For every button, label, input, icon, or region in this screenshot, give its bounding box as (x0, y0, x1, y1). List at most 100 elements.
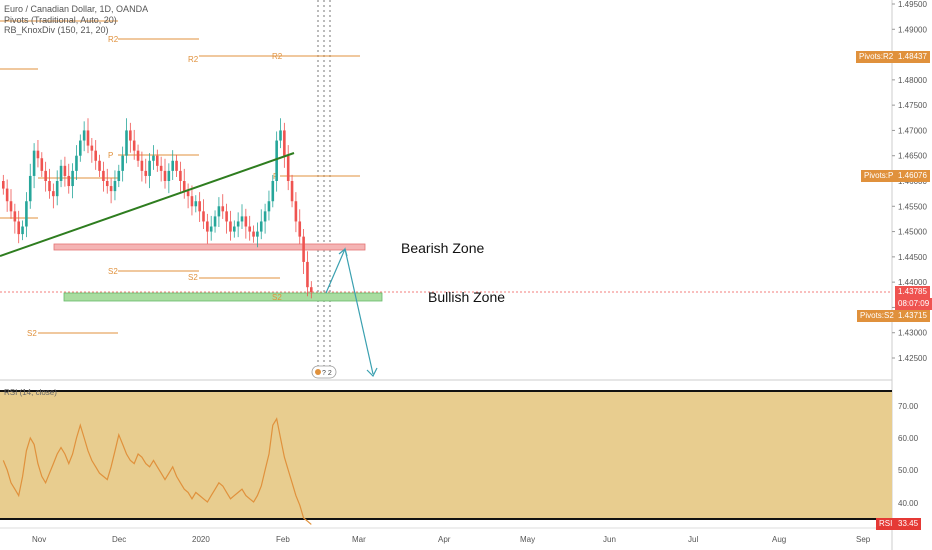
rsi-line (2, 417, 312, 525)
candle-body (263, 211, 267, 222)
candle-body (25, 201, 28, 227)
bearish-zone-rect (53, 243, 366, 251)
x-tick: Sep (856, 535, 871, 544)
candle-body (182, 181, 186, 192)
candle-body (113, 181, 117, 192)
event-marker[interactable]: ? 2 (311, 365, 337, 379)
countdown-badge: 08:07:09 (895, 298, 932, 310)
candle-body (236, 221, 240, 227)
candle-body (9, 201, 13, 212)
candle-body (259, 221, 263, 232)
y-tick: 1.49500 (898, 0, 927, 9)
rsi-pane-bg (0, 391, 892, 519)
candle-body (310, 287, 313, 293)
candle-body (244, 216, 248, 227)
candle-body (82, 130, 86, 141)
y-tick: 1.47000 (898, 126, 927, 135)
candle-body (105, 181, 109, 187)
y-tick: 1.48000 (898, 76, 927, 85)
y-tick: 1.45500 (898, 202, 927, 211)
pivot-label: R2 (188, 55, 199, 64)
pivot-s2-badge: Pivots:S2 (857, 310, 897, 322)
candle-body (279, 130, 282, 141)
time-axis-ticks: Nov Dec 2020 Feb Mar Apr May Jun Jul Aug… (32, 535, 871, 544)
bullish-zone-label: Bullish Zone (428, 289, 506, 305)
x-tick: Mar (352, 535, 366, 544)
candle-body (102, 170, 105, 181)
y-tick: 1.43000 (898, 329, 927, 338)
badge-label: Pivots:R2 (859, 52, 894, 61)
pivot-s2-value: 1.43715 (895, 310, 930, 322)
pivot-r2-badge: Pivots:R2 (856, 51, 897, 63)
candle-body (152, 155, 155, 161)
candle-body (136, 150, 140, 161)
candle-body (55, 181, 59, 197)
candle-body (248, 226, 251, 232)
x-tick: May (520, 535, 535, 544)
candle-body (48, 181, 51, 192)
candle-body (271, 181, 275, 202)
candle-body (256, 231, 259, 237)
candle-body (225, 211, 228, 222)
y-tick: 1.47500 (898, 101, 927, 110)
candle-body (67, 175, 71, 187)
candle-body (163, 170, 167, 181)
candle-body (290, 181, 294, 202)
x-tick: Jun (603, 535, 616, 544)
projection-arrows[interactable] (325, 247, 378, 378)
candle-body (129, 130, 132, 141)
x-tick: Dec (112, 535, 126, 544)
candle-body (90, 145, 94, 151)
candle-body (217, 206, 221, 217)
candle-body (86, 130, 90, 146)
rsi-tick: 40.00 (898, 499, 919, 508)
x-tick: Nov (32, 535, 46, 544)
rsi-badge: RSI (876, 518, 896, 530)
rsi-badge-value: 33.45 (895, 518, 922, 530)
rsi-tick: 70.00 (898, 402, 919, 411)
candle-body (233, 226, 236, 232)
candle-body (159, 165, 163, 171)
candle-body (5, 188, 9, 202)
candle-body (302, 236, 305, 262)
pivot-label: S2 (27, 329, 37, 338)
candle-body (156, 155, 159, 166)
candle-body (109, 186, 113, 192)
candle-body (36, 150, 40, 159)
pivot-lines (0, 20, 360, 334)
candle-body (52, 191, 55, 197)
candle-body (13, 211, 17, 222)
candle-body (209, 226, 213, 232)
trendline[interactable] (0, 152, 295, 257)
candle-body (252, 231, 255, 237)
candle-body (306, 261, 309, 288)
candle-body (175, 160, 178, 171)
bearish-zone-label: Bearish Zone (401, 240, 485, 256)
candle-body (79, 140, 82, 156)
x-tick: Jul (688, 535, 698, 544)
pivot-line-labels: R2 R2 R2 P P S2 S2 S2 S2 (27, 35, 283, 338)
pivot-label: S2 (272, 293, 282, 302)
candle-body (71, 170, 74, 187)
y-tick: 1.44000 (898, 278, 927, 287)
candle-body (171, 160, 174, 171)
candle-body (229, 221, 232, 232)
candle-body (21, 226, 24, 235)
candle-body (240, 216, 244, 222)
candle-body (44, 170, 47, 181)
candle-body (59, 165, 63, 181)
rsi-tick: 50.00 (898, 466, 919, 475)
pivot-p-badge: Pivots:P (861, 170, 897, 182)
legend-pivots: Pivots (Traditional, Auto, 20) (4, 14, 117, 25)
candle-body (221, 206, 225, 212)
candle-body (63, 165, 67, 176)
candle-body (75, 155, 78, 171)
candle-body (40, 158, 44, 171)
candle-body (140, 160, 144, 171)
y-tick: 1.44500 (898, 253, 927, 262)
candle-body (98, 160, 101, 171)
candle-body (298, 221, 302, 237)
candle-body (294, 201, 298, 222)
pivot-label: S2 (108, 267, 118, 276)
